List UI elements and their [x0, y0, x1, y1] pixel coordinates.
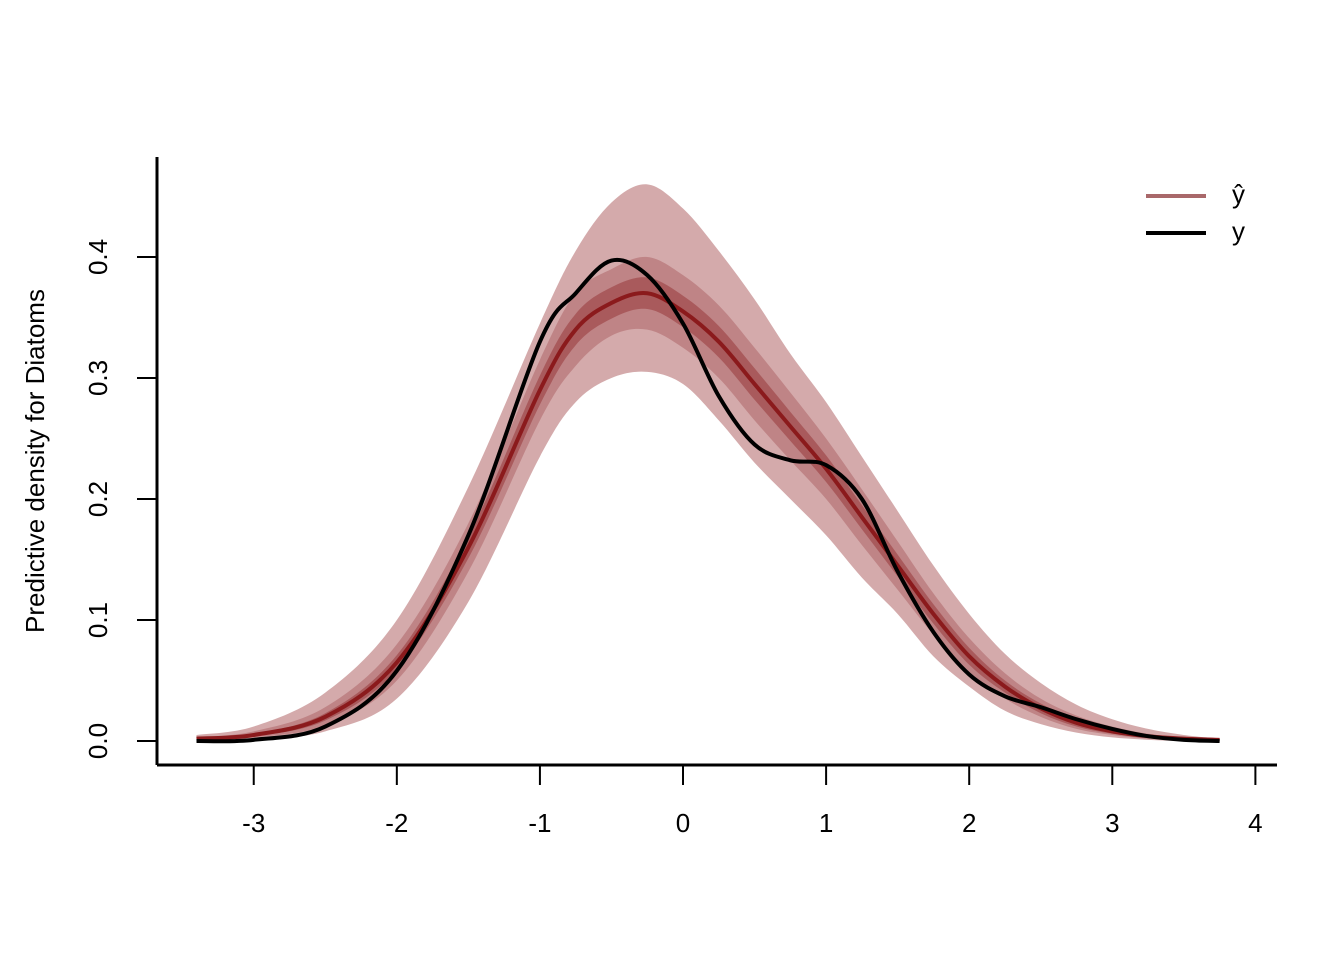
x-tick-label: 0: [676, 808, 690, 838]
y-axis-label: Predictive density for Diatoms: [20, 289, 50, 633]
density-line: [196, 257, 1220, 744]
x-tick-label: -1: [528, 808, 551, 838]
band: [196, 184, 1220, 742]
x-tick-label: 1: [819, 808, 833, 838]
x-tick-label: 2: [962, 808, 976, 838]
y-tick-label: 0.3: [83, 360, 113, 396]
y-tick-label: 0.4: [83, 239, 113, 275]
y-tick-label: 0.0: [83, 723, 113, 759]
band: [196, 256, 1220, 742]
x-tick-label: -2: [385, 808, 408, 838]
y-tick-label: 0.1: [83, 602, 113, 638]
band: [196, 277, 1220, 741]
legend-label: ŷ: [1232, 179, 1245, 209]
x-tick-label: 4: [1248, 808, 1262, 838]
x-tick-label: -3: [242, 808, 265, 838]
y-tick-label: 0.2: [83, 481, 113, 517]
x-tick-label: 3: [1105, 808, 1119, 838]
legend-label: y: [1232, 216, 1245, 246]
